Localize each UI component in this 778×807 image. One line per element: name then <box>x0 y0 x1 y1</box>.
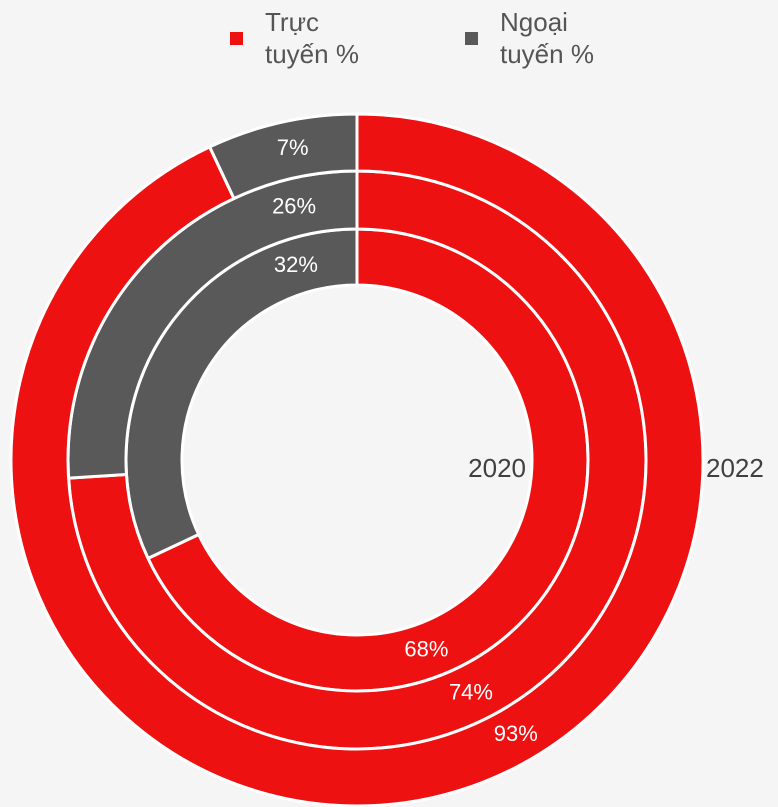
donut-slice <box>207 112 359 201</box>
legend-swatch <box>465 31 478 45</box>
data-label: 7% <box>277 135 309 160</box>
data-label: 26% <box>272 194 316 219</box>
ring-label: 2022 <box>706 453 764 483</box>
donut-slice <box>9 112 705 807</box>
data-label: 68% <box>404 637 448 662</box>
ring-label: 2020 <box>468 453 526 483</box>
data-label: 74% <box>449 679 493 704</box>
legend: Trực tuyến % Ngoại tuyến % <box>0 6 778 76</box>
data-label: 93% <box>494 721 538 746</box>
legend-item: Ngoại tuyến % <box>465 6 620 70</box>
data-label: 32% <box>274 252 318 277</box>
legend-label: Ngoại tuyến % <box>500 7 594 69</box>
legend-label: Trực tuyến % <box>265 7 359 69</box>
legend-swatch <box>230 31 243 45</box>
legend-item: Trực tuyến % <box>230 6 385 70</box>
